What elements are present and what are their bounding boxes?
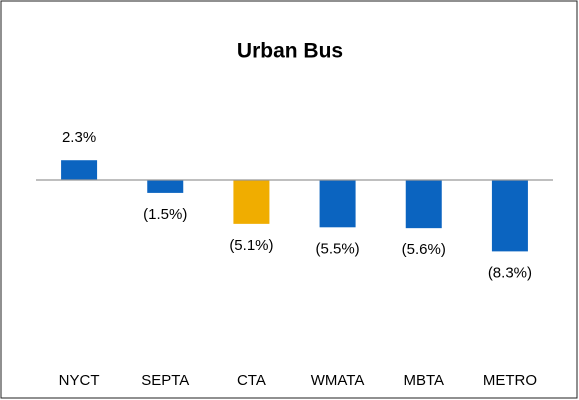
bar [405,180,442,229]
data-label: 2.3% [62,129,96,146]
x-tick-label: WMATA [311,372,365,389]
x-tick-label: MBTA [403,372,444,389]
bar [147,180,184,193]
x-tick-label: CTA [237,372,266,389]
bar [491,180,528,252]
x-tick-label: NYCT [59,372,100,389]
data-label: (8.3%) [488,264,532,281]
data-label: (5.1%) [229,237,273,254]
bar [61,160,98,180]
x-tick-label: METRO [483,372,537,389]
data-label: (5.6%) [402,241,446,258]
bar [233,180,270,224]
data-label: (1.5%) [143,206,187,223]
x-tick-label: SEPTA [141,372,189,389]
bar [319,180,356,228]
data-label: (5.5%) [315,240,359,257]
chart-title: Urban Bus [237,40,343,63]
